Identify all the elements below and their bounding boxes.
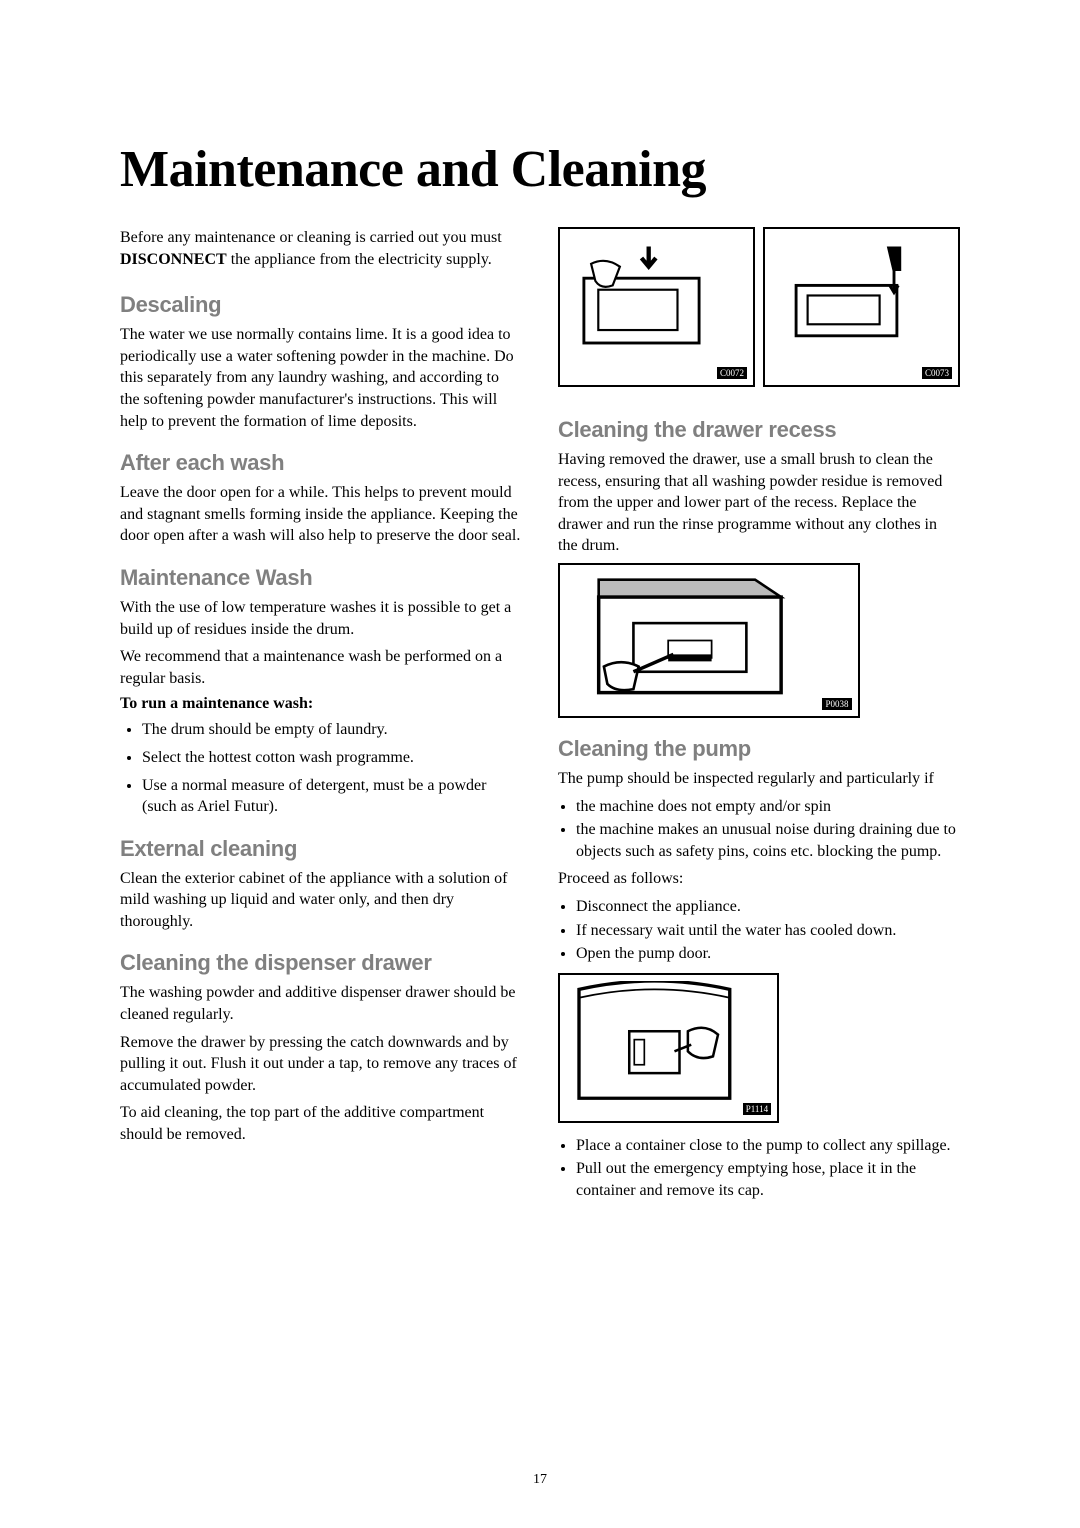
heading-descaling: Descaling [120,292,522,318]
heading-maintenance-wash: Maintenance Wash [120,565,522,591]
figure-label: C0072 [717,367,747,379]
body-pump-1: The pump should be inspected regularly a… [558,768,960,790]
heading-cleaning-pump: Cleaning the pump [558,736,960,762]
heading-external-cleaning: External cleaning [120,836,522,862]
list-item: the machine makes an unusual noise durin… [576,819,960,862]
list-item: Pull out the emergency emptying hose, pl… [576,1158,960,1201]
bullets-maintenance-wash: The drum should be empty of laundry. Sel… [120,719,522,817]
body-descaling: The water we use normally contains lime.… [120,324,522,432]
list-item: the machine does not empty and/or spin [576,796,960,818]
body-after-each-wash: Leave the door open for a while. This he… [120,482,522,547]
right-column: C0072 C0073 Cleaning the drawer recess H… [558,227,960,1204]
figure-row-drawer: C0072 C0073 [558,227,960,399]
body-drawer-recess: Having removed the drawer, use a small b… [558,449,960,557]
intro-before: Before any maintenance or cleaning is ca… [120,229,502,246]
body-pump-2: Proceed as follows: [558,868,960,890]
figure-p0038: P0038 [558,563,860,718]
left-column: Before any maintenance or cleaning is ca… [120,227,522,1204]
list-item: Open the pump door. [576,943,960,965]
figure-label: P1114 [743,1103,771,1115]
body-maintenance-wash-1: With the use of low temperature washes i… [120,597,522,640]
heading-drawer-recess: Cleaning the drawer recess [558,417,960,443]
pump-door-icon [566,981,743,1115]
list-item: The drum should be empty of laundry. [142,719,522,741]
list-item: If necessary wait until the water has co… [576,920,960,942]
body-dispenser-1: The washing powder and additive dispense… [120,982,522,1025]
figure-c0072: C0072 [558,227,755,387]
body-maintenance-wash-2: We recommend that a maintenance wash be … [120,646,522,689]
figure-label: C0073 [922,367,952,379]
intro-after: the appliance from the electricity suppl… [227,251,492,268]
body-external-cleaning: Clean the exterior cabinet of the applia… [120,868,522,933]
list-item: Disconnect the appliance. [576,896,960,918]
body-dispenser-3: To aid cleaning, the top part of the add… [120,1102,522,1145]
brush-recess-icon [566,571,822,710]
subhead-maintenance-wash: To run a maintenance wash: [120,695,522,713]
bullets-pump-1: the machine does not empty and/or spin t… [558,796,960,863]
figure-label: P0038 [822,698,851,710]
figure-p1114: P1114 [558,973,779,1123]
list-item: Use a normal measure of detergent, must … [142,775,522,818]
intro-paragraph: Before any maintenance or cleaning is ca… [120,227,522,270]
page-number: 17 [0,1472,1080,1488]
drawer-remove-icon [566,235,717,379]
heading-after-each-wash: After each wash [120,450,522,476]
body-dispenser-2: Remove the drawer by pressing the catch … [120,1032,522,1097]
bullets-pump-3: Place a container close to the pump to c… [558,1135,960,1202]
content-columns: Before any maintenance or cleaning is ca… [120,227,960,1204]
drawer-flush-icon [771,235,922,379]
list-item: Select the hottest cotton wash programme… [142,747,522,769]
figure-c0073: C0073 [763,227,960,387]
list-item: Place a container close to the pump to c… [576,1135,960,1157]
intro-bold: DISCONNECT [120,251,227,268]
page-title: Maintenance and Cleaning [120,140,960,199]
heading-dispenser-drawer: Cleaning the dispenser drawer [120,950,522,976]
bullets-pump-2: Disconnect the appliance. If necessary w… [558,896,960,965]
